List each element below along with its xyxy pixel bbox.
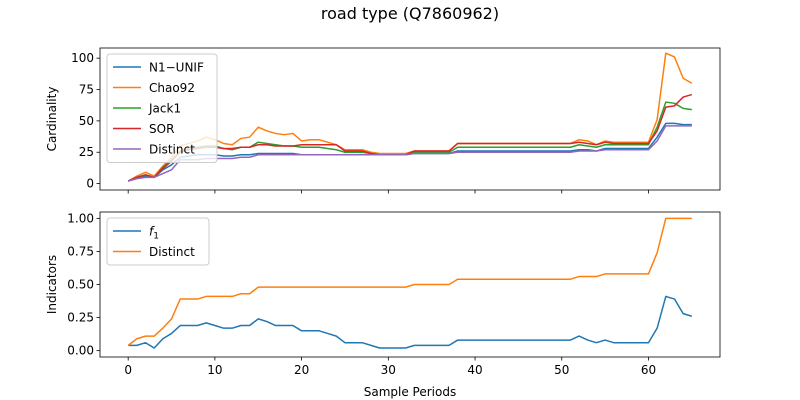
indicators-panel: 0.00 0.25 0.50 0.75 1.00 0 10 20 30 40 50 60 Indicat… [45, 211, 721, 399]
y-tick-label: 0 [86, 177, 94, 191]
x-tick-label: 20 [294, 363, 309, 377]
y-tick-label: 0.00 [67, 344, 94, 358]
figure-title: road type (Q7860962) [321, 4, 499, 23]
x-tick-label: 0 [124, 363, 132, 377]
legend-box [106, 53, 218, 163]
series-line-1-0 [128, 295, 693, 349]
y-axis-label: Indicators [45, 255, 59, 314]
x-tick-label: 60 [641, 363, 656, 377]
y-tick-label: 0.50 [67, 278, 94, 292]
series-line-1-1 [127, 217, 692, 346]
x-tick-label: 30 [381, 363, 396, 377]
x-tick-label: 40 [467, 363, 482, 377]
axes-frame [99, 47, 721, 191]
legend-label: Distinct [149, 245, 195, 259]
x-tick-label: 50 [554, 363, 569, 377]
y-tick-label: 75 [79, 83, 94, 97]
legend-label: Jack1 [148, 102, 181, 116]
legend-label: Chao92 [149, 81, 195, 95]
cardinality-panel: 0 25 50 75 100 Cardinality N1−UNIF Chao92 Jack1 S… [45, 47, 721, 194]
y-tick-label: 0.25 [67, 311, 94, 325]
x-tick-label: 10 [207, 363, 222, 377]
y-tick-label: 50 [79, 114, 94, 128]
legend-label: Distinct [149, 143, 195, 157]
legend-box [106, 217, 210, 266]
legend-label: N1−UNIF [149, 61, 204, 75]
y-tick-label: 25 [79, 145, 94, 159]
series-line-0-3 [127, 93, 693, 182]
legend-label: SOR [149, 122, 174, 136]
legend-label: f1 [149, 225, 159, 242]
y-tick-label: 1.00 [67, 211, 94, 225]
y-tick-label: 100 [71, 51, 94, 65]
y-axis-label: Cardinality [45, 87, 59, 152]
y-tick-label: 0.75 [67, 244, 94, 258]
series-line-0-4 [127, 125, 692, 182]
x-axis-label: Sample Periods [364, 385, 456, 399]
